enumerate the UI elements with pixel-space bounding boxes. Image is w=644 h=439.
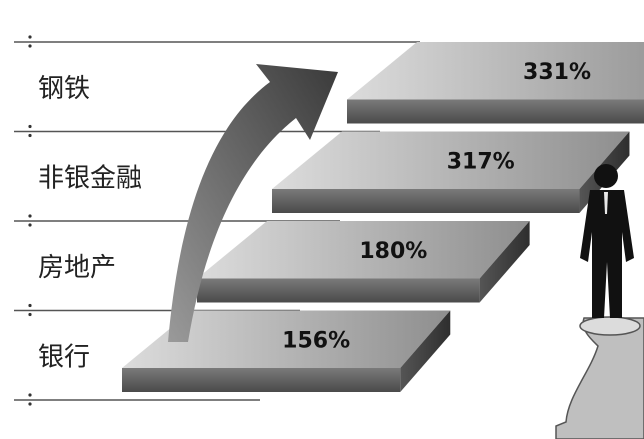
value-label: 317% bbox=[447, 149, 515, 174]
step-top bbox=[122, 310, 451, 368]
row-tick bbox=[28, 223, 32, 227]
step-front bbox=[272, 189, 580, 213]
row-tick bbox=[28, 124, 32, 129]
step-3 bbox=[122, 310, 451, 392]
row-tick bbox=[28, 44, 32, 48]
row-tick bbox=[28, 214, 32, 218]
category-label: 银行 bbox=[38, 342, 90, 372]
step-front bbox=[197, 278, 480, 303]
step-front bbox=[122, 368, 401, 392]
step-side bbox=[479, 221, 530, 303]
step-top bbox=[197, 221, 530, 279]
growth-arrow-icon bbox=[168, 64, 338, 342]
category-label: 非银金融 bbox=[38, 163, 142, 193]
value-label: 180% bbox=[359, 239, 427, 264]
businessman-on-pawn-icon bbox=[555, 164, 644, 439]
value-labels: 156% 180% 317% 331% bbox=[282, 60, 591, 354]
row-tick bbox=[28, 402, 32, 406]
row-separator-lines bbox=[14, 35, 420, 406]
row-tick bbox=[28, 133, 32, 138]
category-label: 房地产 bbox=[38, 253, 116, 283]
row-tick bbox=[28, 393, 32, 397]
step-0 bbox=[347, 42, 644, 124]
row-tick bbox=[28, 312, 32, 317]
step-top bbox=[272, 131, 630, 189]
step-side bbox=[400, 310, 451, 392]
value-label: 331% bbox=[523, 60, 591, 85]
value-label: 156% bbox=[282, 328, 350, 353]
step-front bbox=[347, 99, 644, 124]
step-top bbox=[347, 42, 644, 100]
category-label: 钢铁 bbox=[38, 74, 90, 104]
row-tick bbox=[28, 303, 32, 308]
step-2 bbox=[197, 221, 530, 303]
row-tick bbox=[28, 35, 32, 39]
